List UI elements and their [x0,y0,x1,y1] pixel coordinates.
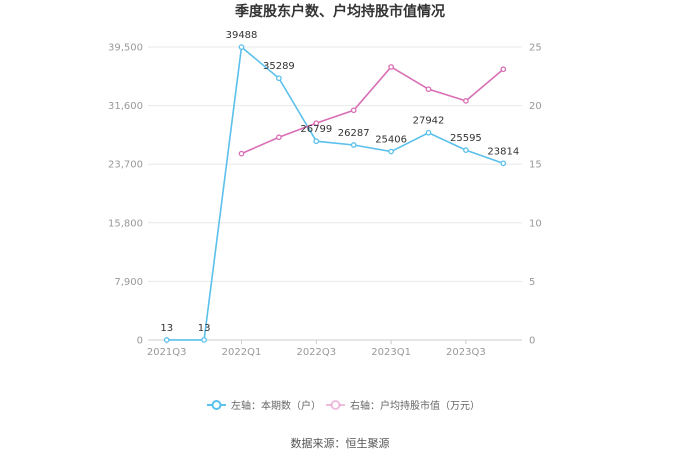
x-tick-label: 2023Q3 [446,347,486,358]
right-tick-label: 20 [529,101,542,112]
data-point-1[interactable] [463,98,469,104]
x-axis-ticks: 2021Q3 2022Q1 2022Q3 2023Q1 2023Q3 [147,340,486,358]
data-point-0[interactable] [463,147,469,153]
data-point-1[interactable] [276,134,282,141]
left-axis-ticks: 0 7,900 15,800 23,700 31,600 39,500 [108,43,143,347]
data-label: 13 [198,323,211,334]
chart-title: 季度股东户数、户均持股市值情况 [234,3,445,20]
data-label: 26799 [300,124,332,135]
series-line-1 [241,65,504,155]
data-point-1[interactable] [388,64,394,70]
grid-lines [148,46,522,341]
data-point-0[interactable] [163,337,170,343]
data-label: 39488 [226,30,258,41]
data-point-1[interactable] [313,120,320,127]
data-source: 数据来源：恒生聚源 [291,436,390,450]
x-tick-label: 2022Q3 [296,347,336,358]
series-line-0 [166,45,504,341]
left-tick-label: 0 [137,336,143,347]
data-label: 27942 [413,116,445,127]
x-tick-label: 2021Q3 [147,347,187,358]
data-point-0[interactable] [350,142,357,148]
left-tick-label: 39,500 [108,43,143,54]
series-layer [163,44,507,343]
right-axis-ticks: 0 5 10 15 20 25 [529,43,542,347]
legend-item-left-series[interactable]: 左轴：本期数（户） [207,399,321,412]
data-point-0[interactable] [313,138,320,145]
left-tick-label: 31,600 [108,101,143,112]
left-tick-label: 15,800 [108,218,143,229]
legend-left-label: 左轴：本期数（户） [231,399,321,412]
legend-item-right-series[interactable]: 右轴：户均持股市值（万元） [326,399,480,412]
data-label: 23814 [487,146,519,157]
legend[interactable]: 左轴：本期数（户） 右轴：户均持股市值（万元） [207,399,480,412]
data-point-1[interactable] [238,150,245,157]
data-point-0[interactable] [276,75,282,82]
data-labels: 13 13 39488 35289 26799 26287 25406 27942 25595 2… [160,30,519,334]
right-tick-label: 15 [529,160,542,171]
data-point-0[interactable] [201,337,207,343]
data-point-0[interactable] [388,148,394,155]
data-point-1[interactable] [350,107,357,114]
data-label: 25406 [375,135,407,146]
x-tick-label: 2022Q1 [222,347,262,358]
data-point-0[interactable] [238,44,245,50]
data-point-0[interactable] [425,129,432,136]
right-tick-label: 10 [529,218,542,229]
x-tick-label: 2023Q1 [371,347,411,358]
legend-right-marker [330,400,341,410]
right-tick-label: 0 [529,336,535,347]
data-label: 25595 [450,133,482,144]
data-point-0[interactable] [500,160,507,167]
data-point-1[interactable] [500,66,507,73]
data-label: 13 [160,323,173,334]
legend-left-marker [211,400,222,410]
left-tick-label: 23,700 [108,160,143,171]
right-tick-label: 25 [529,43,542,54]
data-label: 35289 [263,61,295,72]
data-point-1[interactable] [425,86,432,93]
left-tick-label: 7,900 [114,277,143,288]
legend-right-label: 右轴：户均持股市值（万元） [350,399,480,412]
data-label: 26287 [338,128,370,139]
right-tick-label: 5 [529,277,535,288]
